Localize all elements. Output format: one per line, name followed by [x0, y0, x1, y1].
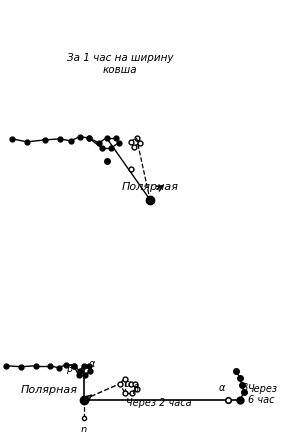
Text: β: β [66, 364, 72, 374]
Text: Полярная: Полярная [21, 385, 78, 395]
Text: β: β [132, 384, 138, 394]
Text: Полярная: Полярная [122, 182, 178, 192]
Text: n: n [81, 425, 87, 432]
Text: Через 2 часа: Через 2 часа [126, 397, 192, 407]
Text: α: α [124, 379, 131, 389]
Text: α: α [219, 383, 225, 393]
Text: За 1 час на ширину
ковша: За 1 час на ширину ковша [67, 53, 173, 75]
Text: β: β [242, 383, 248, 393]
Text: Через
6 час: Через 6 час [248, 384, 278, 405]
Text: α: α [88, 359, 95, 368]
